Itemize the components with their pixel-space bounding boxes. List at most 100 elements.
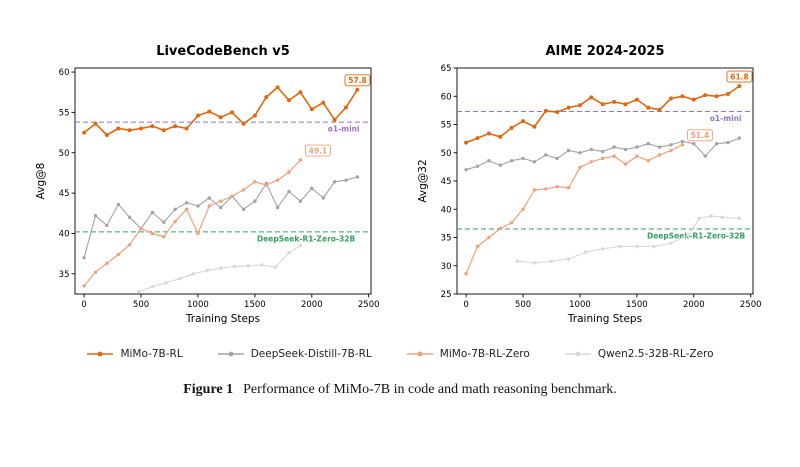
series-marker xyxy=(578,151,582,155)
series-marker xyxy=(543,108,548,113)
series-marker xyxy=(207,204,211,208)
end-value-box xyxy=(304,144,331,157)
legend-swatch xyxy=(406,351,433,357)
series-marker xyxy=(652,244,656,249)
legend-swatch xyxy=(217,351,244,357)
figure-caption: Figure 1 Performance of MiMo-7B in code a… xyxy=(0,382,800,398)
series-marker xyxy=(207,109,212,114)
series-marker xyxy=(164,281,168,285)
series-marker xyxy=(612,145,616,149)
plot-frame xyxy=(456,67,754,295)
series-marker xyxy=(93,270,98,274)
y-tick-label: 60 xyxy=(441,92,452,102)
series-marker xyxy=(230,194,234,198)
series-marker xyxy=(475,164,480,168)
series-marker xyxy=(260,263,264,267)
series-marker xyxy=(116,252,121,257)
x-tick-label: 2000 xyxy=(683,300,705,310)
series-marker xyxy=(646,105,651,110)
series-marker xyxy=(184,126,189,131)
series-marker xyxy=(196,204,200,208)
series-marker xyxy=(532,261,537,265)
series-marker xyxy=(714,94,719,99)
series-marker xyxy=(601,149,605,154)
x-tick-label: 1000 xyxy=(569,300,591,310)
series-marker xyxy=(498,163,502,167)
series-marker xyxy=(583,250,588,254)
series-marker xyxy=(205,268,209,273)
series-marker xyxy=(253,180,257,184)
series-marker xyxy=(720,215,724,219)
series-marker xyxy=(116,126,121,131)
series-marker xyxy=(521,207,525,211)
series-marker xyxy=(464,168,468,172)
x-tick-label: 500 xyxy=(133,300,149,310)
series-marker xyxy=(612,154,616,158)
y-tick-label: 65 xyxy=(441,64,452,74)
series-marker xyxy=(498,134,503,139)
series-marker xyxy=(646,159,650,163)
y-tick-label: 30 xyxy=(441,262,452,272)
series-marker xyxy=(219,205,223,210)
series-marker xyxy=(509,125,514,130)
series-marker xyxy=(355,87,360,92)
x-tick-label: 500 xyxy=(515,300,531,310)
baseline-label: DeepSeek-R1-Zero-32B xyxy=(647,232,745,241)
aime-chart: AIME 2024-2025 0 500 1000 1500 2000 2500 25 30 35… xyxy=(415,38,767,338)
y-tick-label: 40 xyxy=(59,229,70,239)
series-marker xyxy=(509,159,514,163)
end-value-label: 57.8 xyxy=(348,76,367,85)
x-tick-label: 1500 xyxy=(244,300,266,310)
series-marker xyxy=(589,160,593,164)
series-marker xyxy=(184,201,189,205)
x-tick-label: 1500 xyxy=(626,300,648,310)
series-marker xyxy=(298,243,303,248)
series-marker xyxy=(275,85,280,90)
series-marker xyxy=(601,156,605,161)
series-marker xyxy=(218,115,223,120)
series-marker xyxy=(173,219,177,224)
series-marker xyxy=(578,103,582,108)
series-marker xyxy=(275,205,280,210)
series-line-DeepSeek-Distill-7B-RL xyxy=(83,176,358,258)
series-marker xyxy=(657,145,662,149)
series-marker xyxy=(635,145,639,149)
legend-item-Qwen2.5-32B-RL-Zero: Qwen2.5-32B-RL-Zero xyxy=(564,348,714,360)
chart-title: AIME 2024-2025 xyxy=(546,44,665,59)
series-line-MiMo-7B-RL xyxy=(83,86,358,136)
series-marker xyxy=(589,147,593,152)
y-tick-label: 60 xyxy=(59,68,70,78)
series-marker xyxy=(161,128,166,133)
series-marker xyxy=(82,130,87,135)
series-marker xyxy=(737,84,742,89)
series-marker xyxy=(232,264,237,269)
x-tick-label: 2500 xyxy=(358,300,380,310)
x-axis-label: Training Steps xyxy=(567,313,642,325)
series-marker xyxy=(93,214,98,218)
series-marker xyxy=(544,153,548,157)
series-marker xyxy=(264,95,269,100)
series-marker xyxy=(150,124,155,129)
series-marker xyxy=(532,124,537,129)
series-line-MiMo-7B-RL-Zero xyxy=(83,159,301,287)
series-marker xyxy=(566,105,571,110)
series-marker xyxy=(127,128,132,133)
series-marker xyxy=(680,94,685,99)
series-marker xyxy=(589,95,594,100)
baseline-label: o1-mini xyxy=(328,125,360,134)
series-marker xyxy=(612,99,617,104)
series-marker xyxy=(184,207,189,211)
series-marker xyxy=(475,244,480,249)
series-marker xyxy=(287,170,291,174)
series-marker xyxy=(521,119,525,124)
series-marker xyxy=(162,220,166,224)
legend-item-DeepSeek-Distill-7B-RL: DeepSeek-Distill-7B-RL xyxy=(217,348,372,360)
series-marker xyxy=(344,178,348,182)
series-marker xyxy=(601,247,605,251)
legend-label: MiMo-7B-RL-Zero xyxy=(439,348,530,360)
series-marker xyxy=(82,256,86,260)
series-marker xyxy=(298,199,303,203)
series-marker xyxy=(600,102,605,107)
end-value-box xyxy=(686,129,713,142)
series-line-MiMo-7B-RL-Zero xyxy=(465,144,683,274)
